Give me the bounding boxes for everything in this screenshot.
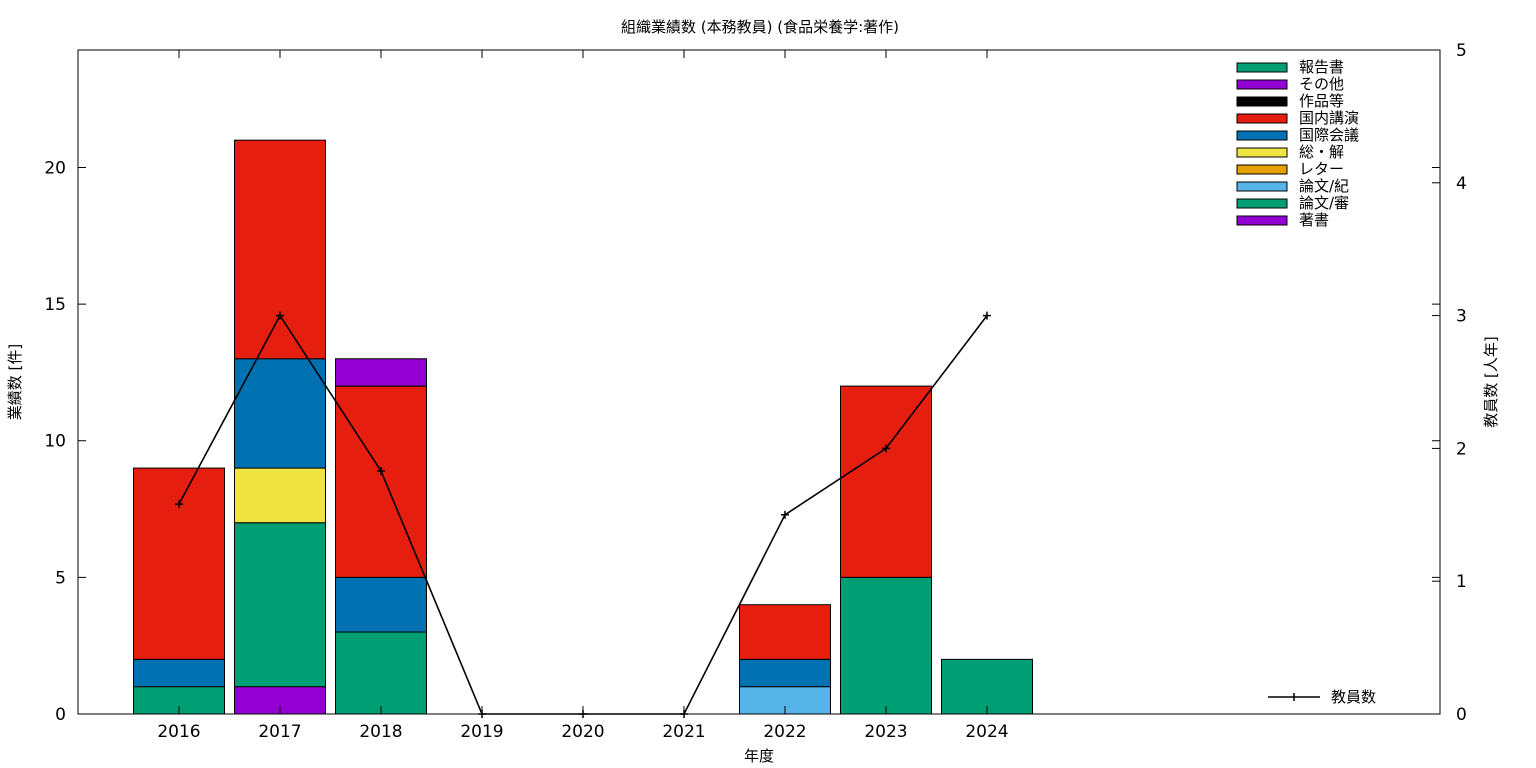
x-tick-label: 2021: [662, 722, 705, 742]
y2-tick-label: 2: [1456, 439, 1467, 459]
legend-swatch: [1236, 130, 1288, 141]
y-tick-label: 0: [55, 705, 66, 725]
y2-axis-label: 教員数 [人年]: [1482, 336, 1500, 427]
legend-swatch: [1236, 198, 1288, 209]
x-tick-label: 2017: [258, 722, 301, 742]
bar-segment: [739, 658, 831, 688]
legend-item: 総・解: [1236, 143, 1344, 161]
x-tick-label: 2020: [561, 722, 604, 742]
x-axis-label: 年度: [744, 747, 774, 765]
x-tick-label: 2016: [157, 722, 200, 742]
legend-item: 国内講演: [1236, 109, 1359, 127]
bar-stacks: [133, 139, 1033, 715]
line-point: [781, 510, 789, 519]
legend-label: レター: [1299, 160, 1344, 178]
legend-swatch: [1236, 113, 1288, 124]
x-tick-label: 2018: [359, 722, 402, 742]
legend-swatch: [1236, 181, 1288, 192]
bar-segment: [133, 658, 225, 688]
bar-segment: [234, 358, 326, 469]
legend-label: 国際会議: [1299, 126, 1359, 144]
y-tick-label: 15: [44, 295, 66, 315]
legend-label: 報告書: [1299, 58, 1344, 76]
legend-label: 作品等: [1299, 92, 1344, 110]
y2-axis: 0 1 2 3 4 5: [1432, 41, 1467, 725]
line-legend-label: 教員数: [1331, 688, 1376, 706]
bar-segment: [234, 467, 326, 524]
y-axis: 0 5 10 15 20: [44, 158, 1440, 725]
y2-tick-label: 5: [1456, 41, 1467, 61]
legend-item: 作品等: [1236, 92, 1344, 110]
x-tick-label: 2024: [965, 722, 1008, 742]
y2-tick-label: 1: [1456, 572, 1467, 592]
y-axis-label: 業績数 [件]: [6, 344, 24, 420]
line-point: [983, 311, 991, 320]
bar-segment: [840, 385, 932, 578]
legend-item: 報告書: [1236, 58, 1344, 76]
legend-label: 著書: [1299, 211, 1329, 229]
legend-label: その他: [1299, 75, 1344, 93]
legend-swatch: [1236, 96, 1288, 107]
legend-swatch: [1236, 147, 1288, 158]
line-point: [377, 466, 385, 475]
legend-label: 論文/紀: [1299, 177, 1349, 195]
y2-tick-label: 0: [1456, 705, 1467, 725]
bar-segment: [335, 358, 427, 387]
y2-tick-label: 4: [1456, 174, 1467, 194]
legend-item: 著書: [1236, 211, 1329, 229]
chart-title: 組織業績数 (本務教員) (食品栄養学:著作): [621, 18, 899, 36]
bar-segment: [840, 576, 932, 715]
y-tick-label: 5: [55, 568, 66, 588]
bar-segment: [335, 576, 427, 633]
y-tick-label: 10: [44, 432, 66, 452]
legend-label: 論文/審: [1299, 194, 1349, 212]
legend-item: レター: [1236, 160, 1344, 178]
legend-item: その他: [1236, 75, 1344, 93]
line-point: [175, 500, 183, 509]
y-tick-label: 20: [44, 158, 66, 178]
legend-swatch: [1236, 215, 1288, 226]
legend-swatch: [1236, 62, 1288, 73]
line-point: [276, 311, 284, 320]
bar-segment: [234, 522, 326, 688]
legend-swatch: [1236, 164, 1288, 175]
x-tick-label: 2019: [460, 722, 503, 742]
x-tick-label: 2022: [763, 722, 806, 742]
line-legend: 教員数: [1268, 688, 1376, 706]
legend-label: 国内講演: [1299, 109, 1359, 127]
x-axis: 2016 2017 2018 2019 2020 2021 2022 2023 2024: [157, 50, 1009, 742]
bar-segment: [133, 467, 225, 660]
legend-item: 国際会議: [1236, 126, 1359, 144]
legend-item: 論文/紀: [1236, 177, 1349, 195]
legend-label: 総・解: [1299, 143, 1344, 161]
bar-segment: [335, 631, 427, 715]
line-point: [882, 444, 890, 453]
bar-segment: [941, 658, 1033, 715]
x-tick-label: 2023: [864, 722, 907, 742]
y2-tick-label: 3: [1456, 307, 1467, 327]
legend-swatch: [1236, 79, 1288, 90]
legend-item: 論文/審: [1236, 194, 1349, 212]
bar-segment: [739, 604, 831, 660]
bar-segment: [234, 139, 326, 360]
